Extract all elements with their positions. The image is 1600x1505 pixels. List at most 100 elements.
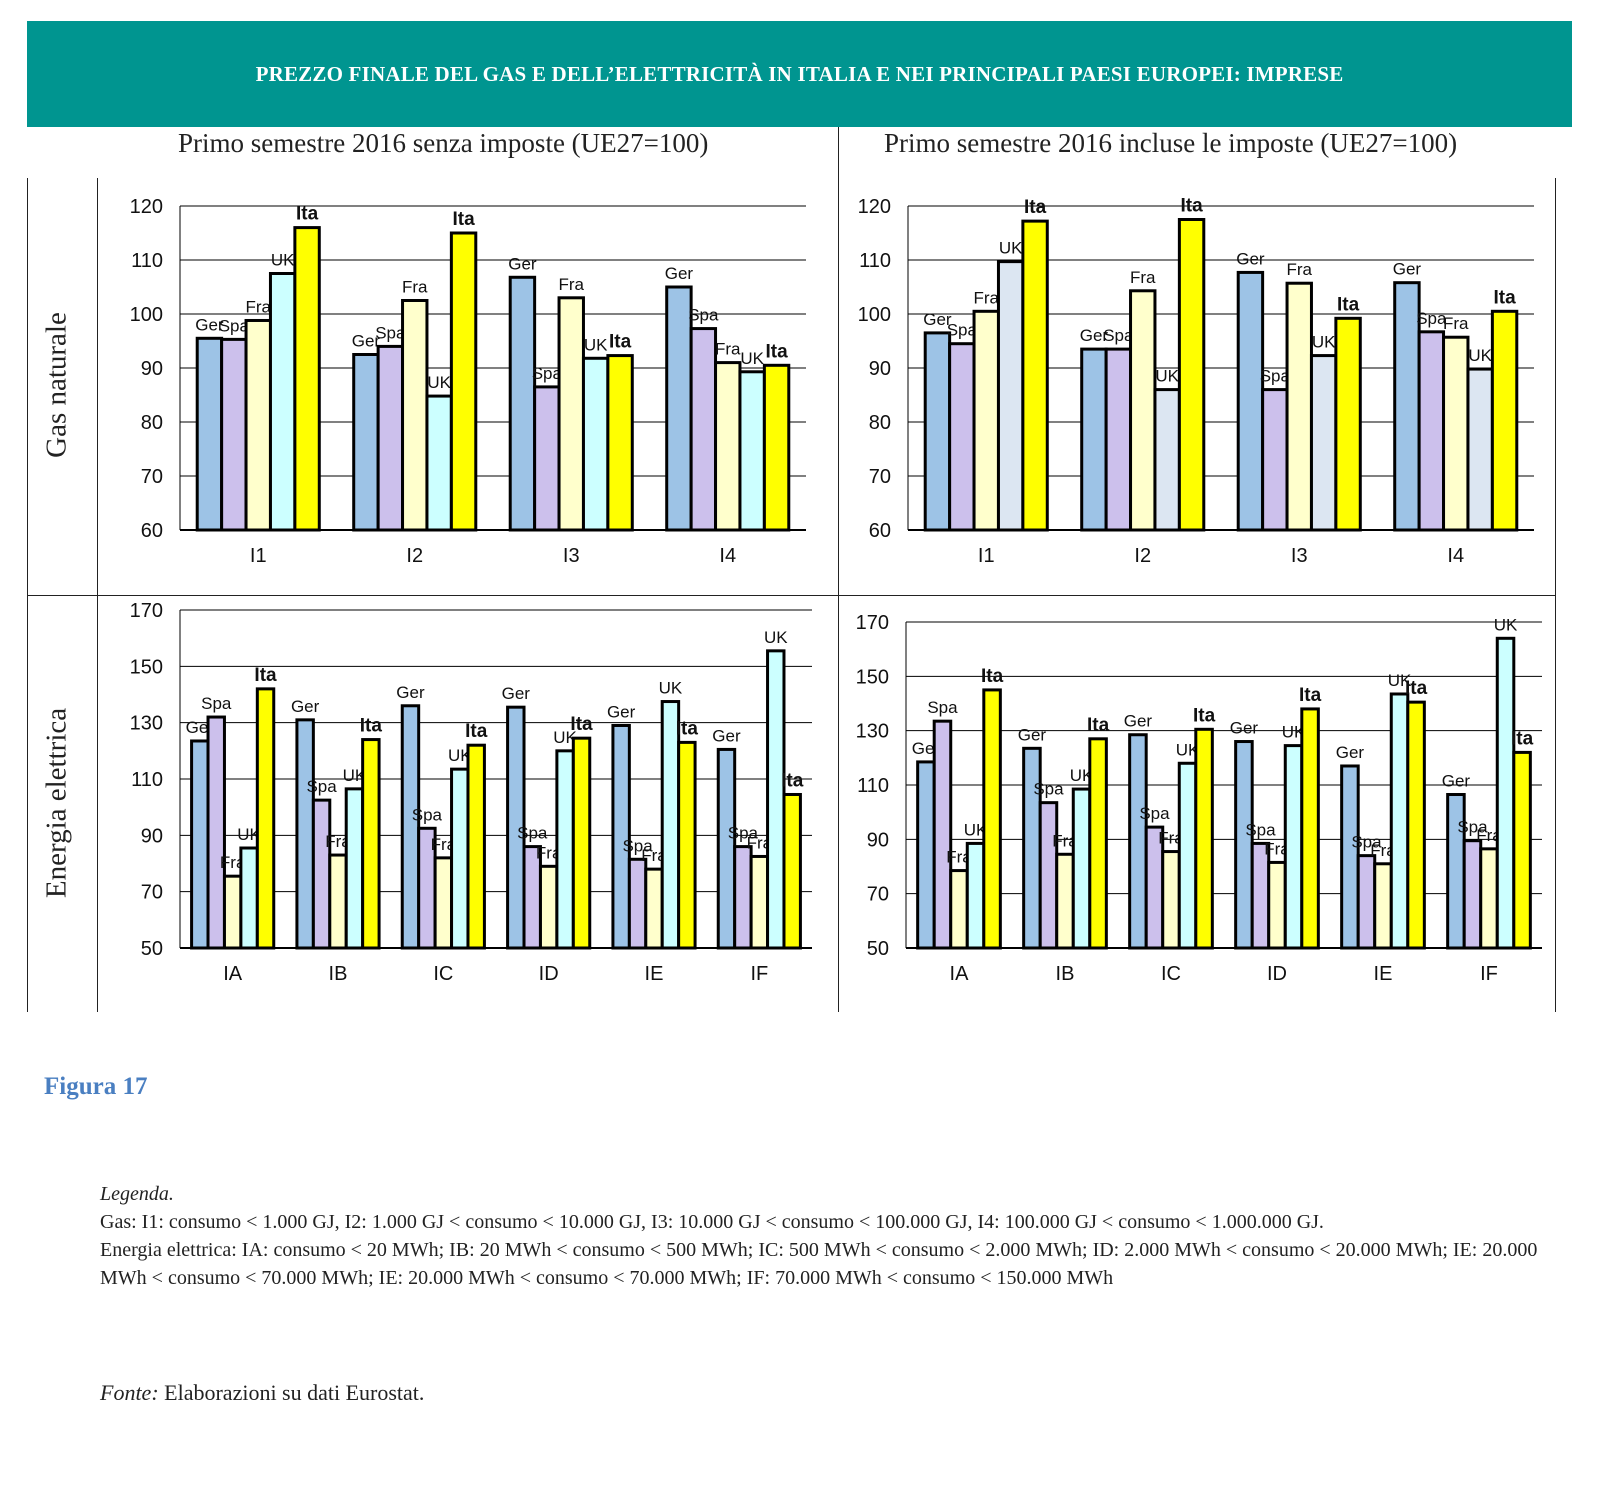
data-label-ger: Ger — [1236, 249, 1265, 268]
bar-spa — [1104, 347, 1133, 532]
bar-uk — [1071, 787, 1092, 950]
bar-uk — [1495, 636, 1516, 950]
bar-ita — [1490, 309, 1519, 532]
bar-spa — [1417, 330, 1446, 532]
bar-ita — [1177, 218, 1206, 532]
data-label-uk: UK — [659, 679, 683, 698]
data-label-ger: Ger — [1336, 743, 1365, 762]
y-tick-label: 90 — [867, 829, 889, 851]
bar-ger — [923, 331, 952, 532]
bar-ger — [352, 353, 380, 532]
bar-ita — [1300, 707, 1320, 950]
bar-uk — [965, 841, 986, 950]
data-label-uk: UK — [1388, 671, 1412, 690]
bar-ger — [400, 704, 421, 950]
bar-ger — [1234, 740, 1254, 950]
x-tick-label: I2 — [1134, 545, 1151, 567]
data-label-uk: UK — [1282, 723, 1306, 742]
legend-block: Legenda. Gas: I1: consumo < 1.000 GJ, I2… — [100, 1180, 1540, 1292]
bar-spa — [311, 798, 332, 950]
data-label-uk: UK — [1468, 346, 1492, 365]
bar-spa — [376, 344, 405, 532]
bar-uk — [239, 846, 259, 950]
data-label-ita: Ita — [1087, 715, 1110, 736]
x-tick-label: I4 — [719, 545, 736, 567]
bar-ger — [1236, 270, 1265, 532]
data-label-uk: UK — [740, 349, 764, 368]
page-title: PREZZO FINALE DEL GAS E DELL’ELETTRICITÀ… — [255, 61, 1344, 86]
bar-fra — [644, 867, 664, 950]
bar-ger — [916, 760, 936, 950]
bar-uk — [344, 787, 365, 950]
y-tick-label: 70 — [141, 466, 163, 488]
bar-spa — [948, 342, 976, 532]
data-label-uk: UK — [584, 335, 608, 354]
bar-ger — [1128, 733, 1148, 950]
bar-fra — [972, 309, 1000, 532]
bar-spa — [1250, 841, 1271, 950]
bar-ita — [606, 354, 634, 532]
bar-ger — [1022, 746, 1042, 950]
data-label-spa: Spa — [375, 323, 406, 342]
data-label-spa: Spa — [1139, 804, 1170, 823]
bar-fra — [714, 361, 742, 532]
bar-fra — [749, 854, 770, 950]
bar-ita — [1088, 737, 1108, 950]
bar-spa — [206, 715, 226, 950]
y-tick-label: 100 — [858, 304, 891, 326]
data-label-spa: Spa — [1457, 818, 1488, 837]
data-label-ita: Ita — [452, 209, 475, 230]
y-tick-label: 80 — [869, 412, 891, 434]
bar-uk — [738, 370, 766, 532]
x-tick-label: IB — [1056, 963, 1075, 985]
bar-ger — [1340, 764, 1360, 950]
x-tick-label: IE — [645, 963, 664, 985]
data-label-ger: Ger — [1124, 712, 1153, 731]
data-label-uk: UK — [1070, 766, 1094, 785]
y-tick-label: 90 — [869, 358, 891, 380]
data-label-fra: Fra — [715, 340, 741, 359]
data-label-ita: Ita — [1024, 197, 1047, 218]
data-label-ita: Ita — [1299, 685, 1322, 706]
bar-ger — [295, 718, 315, 950]
y-tick-label: 130 — [856, 721, 889, 743]
data-label-ita: Ita — [676, 718, 699, 739]
data-label-ita: Ita — [981, 666, 1004, 687]
bar-fra — [1373, 862, 1393, 950]
y-tick-label: 110 — [857, 775, 889, 797]
x-tick-label: I1 — [250, 545, 267, 567]
y-tick-label: 90 — [141, 825, 163, 847]
bar-uk — [996, 260, 1025, 532]
row-divider — [27, 595, 1556, 596]
data-label-uk: UK — [964, 820, 988, 839]
column-title-right: Primo semestre 2016 incluse le imposte (… — [884, 128, 1458, 158]
data-label-ita: Ita — [465, 721, 488, 742]
bar-uk — [1389, 692, 1410, 950]
bar-ita — [449, 231, 478, 532]
bar-ita — [677, 740, 697, 950]
bar-ita — [1194, 727, 1214, 950]
y-tick-label: 90 — [141, 358, 163, 380]
data-label-ger: Ger — [195, 315, 224, 334]
data-label-fra: Fra — [1130, 268, 1156, 287]
data-label-ger: Ger — [607, 702, 636, 721]
bar-spa — [689, 327, 718, 532]
bar-ita — [1334, 316, 1362, 532]
bar-uk — [425, 394, 453, 532]
data-label-ger: Ger — [712, 726, 741, 745]
bar-ita — [1406, 700, 1426, 950]
title-banner: PREZZO FINALE DEL GAS E DELL’ELETTRICITÀ… — [27, 21, 1572, 127]
bar-fra — [538, 864, 559, 950]
data-label-spa: Spa — [1245, 820, 1276, 839]
data-label-spa: Spa — [306, 777, 337, 796]
bar-ger — [190, 739, 210, 950]
data-label-ita: Ita — [254, 665, 277, 686]
x-tick-label: IA — [950, 963, 970, 985]
data-label-ger: Ger — [352, 332, 381, 351]
y-tick-label: 60 — [141, 520, 163, 542]
bar-spa — [1261, 388, 1289, 532]
data-label-ger: Ger — [1080, 326, 1109, 345]
data-label-ita: Ita — [296, 204, 319, 225]
y-tick-label: 120 — [130, 196, 163, 218]
data-label-ger: Ger — [1230, 719, 1259, 738]
